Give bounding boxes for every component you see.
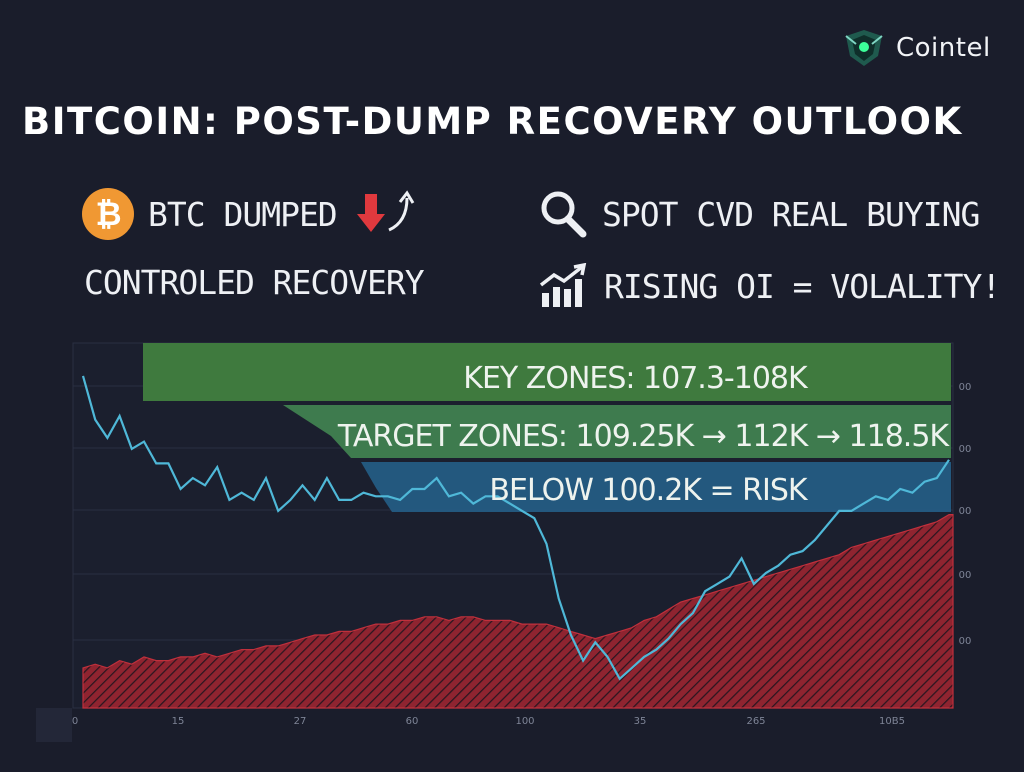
target-zones-label: TARGET ZONES: 109.25K → 112K → 118.5K [337,419,951,454]
dump-recover-arrow-icon [356,190,414,232]
y-tick-label: 00 [959,570,972,581]
brand-logo: Cointel [842,26,991,70]
y-tick-label: 00 [959,506,972,517]
rising-chart-icon [539,263,587,307]
page-title: BITCOIN: POST-DUMP RECOVERY OUTLOOK [22,100,963,143]
x-tick-label: 60 [406,716,419,727]
key-zone-band [143,343,951,401]
target-zone-band [283,405,951,458]
feature-rising-oi-label: RISING OI = VOLALITY! [604,266,1001,306]
key-zones-label: KEY ZONES: 107.3-108K [463,361,809,396]
feature-btc-dumped-label: BTC DUMPED [148,194,338,234]
y-axis-ticks: 00 00 00 00 00 [959,382,972,647]
feature-controlled-recovery: CONTROLED RECOVERY [84,263,425,302]
feature-rising-oi: RISING OI = VOLALITY! [538,263,1001,309]
y-tick-label: 00 [959,636,972,647]
brand-name: Cointel [896,33,991,63]
x-axis-ticks: 0 15 27 60 100 35 265 10B5 [72,716,905,727]
cointel-logo-icon [845,30,883,66]
x-tick-label: 27 [294,716,307,727]
bitcoin-icon: ₿ [82,188,134,240]
y-tick-label: 00 [959,382,972,393]
svg-text:₿: ₿ [95,195,120,233]
x-tick-label: 15 [172,716,185,727]
feature-spot-cvd-label: SPOT CVD REAL BUYING [602,194,980,234]
price-line-series [81,375,950,681]
x-tick-label: 35 [634,716,647,727]
corner-chip [36,708,72,742]
magnifier-icon [541,191,587,238]
price-chart: KEY ZONES: 107.3-108K TARGET ZONES: 109.… [0,330,1024,768]
x-tick-label: 0 [72,716,78,727]
x-tick-label: 10B5 [879,716,905,727]
oi-area-series [82,514,954,709]
risk-label: BELOW 100.2K = RISK [489,473,808,508]
feature-spot-cvd: SPOT CVD REAL BUYING [538,188,980,240]
feature-controlled-recovery-label: CONTROLED RECOVERY [84,263,425,302]
risk-zone-band [361,462,951,512]
x-tick-label: 265 [746,716,765,727]
y-tick-label: 00 [959,444,972,455]
chart-canvas: KEY ZONES: 107.3-108K TARGET ZONES: 109.… [72,342,972,727]
feature-btc-dumped: ₿ BTC DUMPED [82,188,415,240]
x-tick-label: 100 [515,716,534,727]
